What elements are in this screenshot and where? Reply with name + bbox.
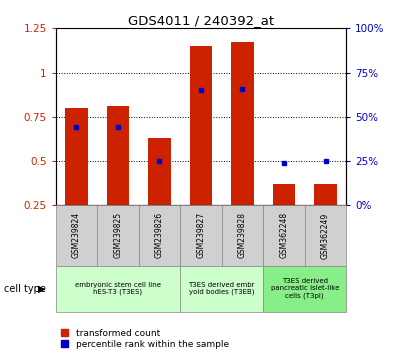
Text: GSM362248: GSM362248 [279, 212, 289, 258]
Bar [56, 266, 180, 312]
Text: GSM239827: GSM239827 [197, 212, 205, 258]
Text: T3ES derived
pancreatic islet-like
cells (T3pi): T3ES derived pancreatic islet-like cells… [271, 278, 339, 299]
Bar [189, 46, 213, 205]
Text: GSM239824: GSM239824 [72, 212, 81, 258]
Text: embryonic stem cell line
hES-T3 (T3ES): embryonic stem cell line hES-T3 (T3ES) [75, 282, 161, 295]
Title: GDS4011 / 240392_at: GDS4011 / 240392_at [128, 14, 274, 27]
Text: T3ES derived embr
yoid bodies (T3EB): T3ES derived embr yoid bodies (T3EB) [189, 282, 255, 295]
Bar [56, 205, 97, 266]
Bar [305, 205, 346, 266]
Bar [180, 266, 263, 312]
Bar [139, 205, 180, 266]
Text: GSM239826: GSM239826 [155, 212, 164, 258]
Bar [273, 184, 295, 205]
Bar [222, 205, 263, 266]
Legend: transformed count, percentile rank within the sample: transformed count, percentile rank withi… [60, 328, 230, 349]
Bar [231, 42, 254, 205]
Text: ▶: ▶ [38, 284, 45, 293]
Bar [314, 184, 337, 205]
Text: GSM362249: GSM362249 [321, 212, 330, 258]
Text: cell type: cell type [4, 284, 46, 293]
Bar [65, 108, 88, 205]
Bar [263, 205, 305, 266]
Bar [148, 138, 171, 205]
Text: GSM239825: GSM239825 [113, 212, 123, 258]
Bar [97, 205, 139, 266]
Bar [263, 266, 346, 312]
Text: GSM239828: GSM239828 [238, 212, 247, 258]
Bar [180, 205, 222, 266]
Bar [107, 106, 129, 205]
